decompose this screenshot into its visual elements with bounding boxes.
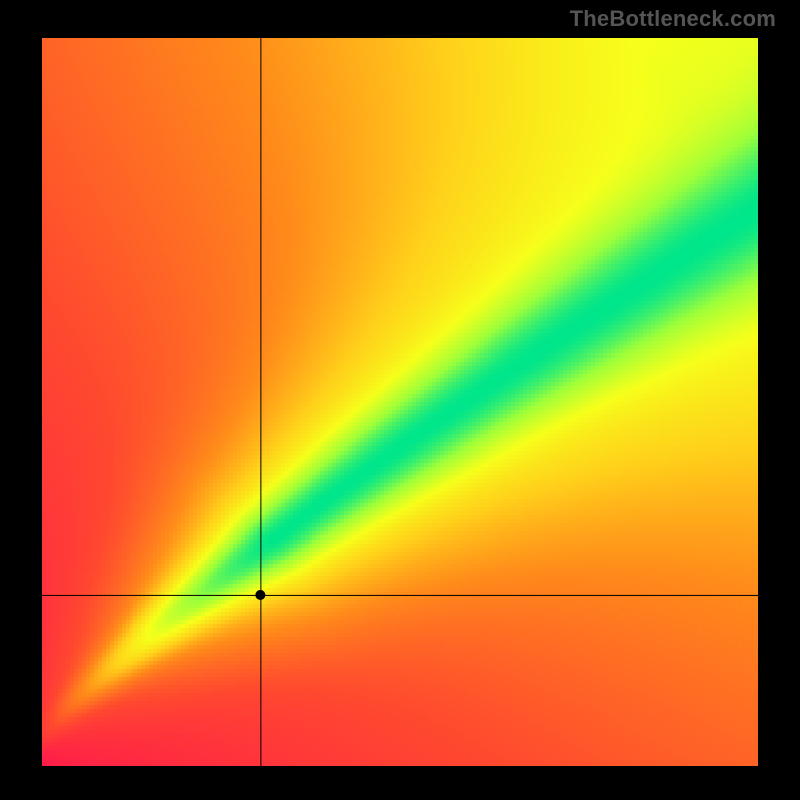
chart-container: TheBottleneck.com xyxy=(0,0,800,800)
bottleneck-heatmap xyxy=(42,38,758,766)
watermark-text: TheBottleneck.com xyxy=(570,6,776,32)
